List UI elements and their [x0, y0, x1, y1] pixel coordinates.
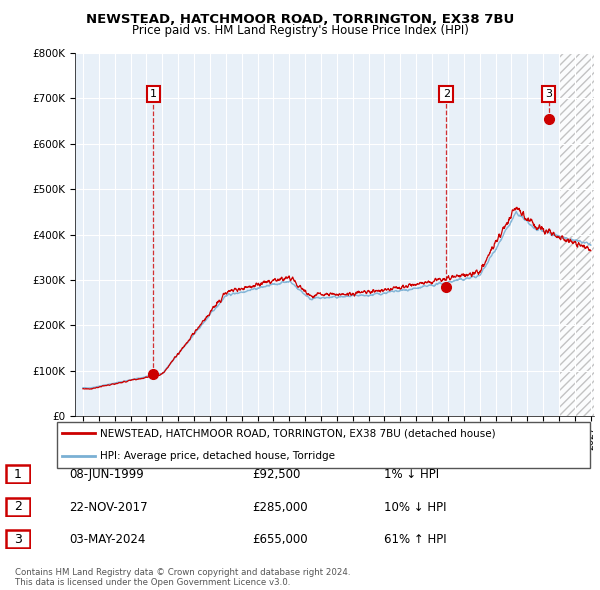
Text: NEWSTEAD, HATCHMOOR ROAD, TORRINGTON, EX38 7BU: NEWSTEAD, HATCHMOOR ROAD, TORRINGTON, EX… [86, 13, 514, 26]
Text: NEWSTEAD, HATCHMOOR ROAD, TORRINGTON, EX38 7BU (detached house): NEWSTEAD, HATCHMOOR ROAD, TORRINGTON, EX… [100, 428, 496, 438]
FancyBboxPatch shape [5, 530, 30, 548]
Bar [559, 53, 594, 416]
Text: 1: 1 [14, 468, 22, 481]
Text: 22-NOV-2017: 22-NOV-2017 [69, 501, 148, 514]
FancyBboxPatch shape [5, 466, 30, 483]
Text: £285,000: £285,000 [252, 501, 308, 514]
Text: £655,000: £655,000 [252, 533, 308, 546]
Text: 1% ↓ HPI: 1% ↓ HPI [384, 468, 439, 481]
Text: HPI: Average price, detached house, Torridge: HPI: Average price, detached house, Torr… [100, 451, 335, 461]
FancyBboxPatch shape [5, 498, 30, 516]
Text: 1: 1 [150, 89, 157, 99]
Text: Price paid vs. HM Land Registry's House Price Index (HPI): Price paid vs. HM Land Registry's House … [131, 24, 469, 37]
Bar [559, 53, 594, 416]
Text: 10% ↓ HPI: 10% ↓ HPI [384, 501, 446, 514]
Text: £92,500: £92,500 [252, 468, 301, 481]
FancyBboxPatch shape [57, 421, 590, 468]
Text: 61% ↑ HPI: 61% ↑ HPI [384, 533, 446, 546]
Text: 2: 2 [443, 89, 450, 99]
Text: 3: 3 [14, 533, 22, 546]
Text: Contains HM Land Registry data © Crown copyright and database right 2024.
This d: Contains HM Land Registry data © Crown c… [15, 568, 350, 587]
Text: 08-JUN-1999: 08-JUN-1999 [69, 468, 144, 481]
Text: 2: 2 [14, 500, 22, 513]
Text: 3: 3 [545, 89, 552, 99]
Text: 03-MAY-2024: 03-MAY-2024 [69, 533, 145, 546]
